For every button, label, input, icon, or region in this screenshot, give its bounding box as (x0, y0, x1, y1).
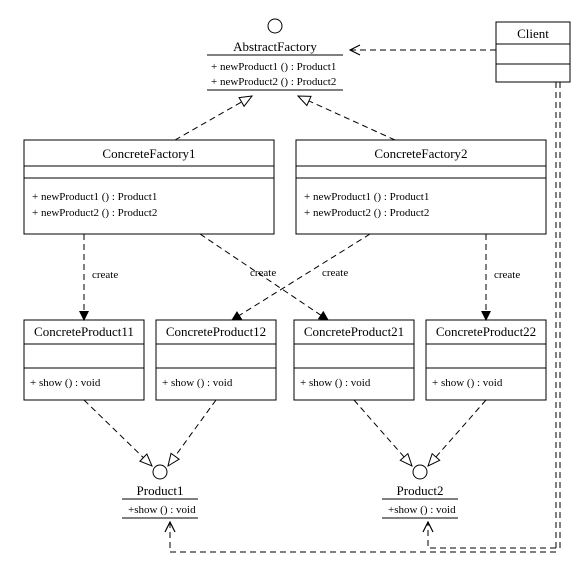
class-name: ConcreteProduct11 (34, 324, 134, 339)
class-concretefactory2: ConcreteFactory2 + newProduct1 () : Prod… (296, 140, 546, 234)
operation-text: +show () : void (388, 504, 456, 516)
class-concreteproduct11: ConcreteProduct11 + show () : void (24, 320, 144, 400)
interface-product2: Product2 +show () : void (382, 465, 458, 518)
edge-label: create (322, 267, 348, 279)
class-concreteproduct22: ConcreteProduct22 + show () : void (426, 320, 546, 400)
edge-realize_cp21_p2 (354, 400, 412, 466)
class-concreteproduct12: ConcreteProduct12 + show () : void (156, 320, 276, 400)
operation-text: + newProduct2 () : Product2 (32, 207, 157, 219)
class-name: ConcreteProduct12 (166, 324, 266, 339)
interface-product1: Product1 +show () : void (122, 465, 198, 518)
operation-text: + show () : void (162, 377, 233, 389)
operation-text: + show () : void (300, 377, 371, 389)
edge-realize_cp11_p1 (84, 400, 152, 466)
operation-text: + newProduct1 () : Product1 (211, 61, 336, 73)
lollipop-icon (153, 465, 167, 479)
edge-realize_cp12_p1 (168, 400, 216, 466)
operation-text: +show () : void (128, 504, 196, 516)
interface-name: Product2 (397, 483, 444, 498)
interface-name: AbstractFactory (233, 39, 317, 54)
class-name: ConcreteProduct22 (436, 324, 536, 339)
uml-diagram: AbstractFactory + newProduct1 () : Produ… (0, 0, 580, 576)
interface-abstract-factory: AbstractFactory + newProduct1 () : Produ… (207, 19, 343, 90)
operation-text: + newProduct2 () : Product2 (211, 76, 336, 88)
lollipop-icon (268, 19, 282, 33)
edge-label: create (494, 269, 520, 281)
operation-text: + newProduct1 () : Product1 (32, 191, 157, 203)
class-name: Client (517, 26, 549, 41)
edge-label: create (250, 267, 276, 279)
edge-realize_cf2_af (298, 96, 395, 140)
class-name: ConcreteFactory2 (374, 146, 467, 161)
edge-realize_cp22_p2 (428, 400, 486, 466)
class-client: Client (496, 22, 570, 82)
edge-label: create (92, 269, 118, 281)
class-name: ConcreteFactory1 (102, 146, 195, 161)
operation-text: + show () : void (432, 377, 503, 389)
operation-text: + newProduct2 () : Product2 (304, 207, 429, 219)
lollipop-icon (413, 465, 427, 479)
operation-text: + show () : void (30, 377, 101, 389)
class-name: ConcreteProduct21 (304, 324, 404, 339)
class-concreteproduct21: ConcreteProduct21 + show () : void (294, 320, 414, 400)
class-concretefactory1: ConcreteFactory1 + newProduct1 () : Prod… (24, 140, 274, 234)
interface-name: Product1 (137, 483, 184, 498)
operation-text: + newProduct1 () : Product1 (304, 191, 429, 203)
edge-realize_cf1_af (175, 96, 252, 140)
